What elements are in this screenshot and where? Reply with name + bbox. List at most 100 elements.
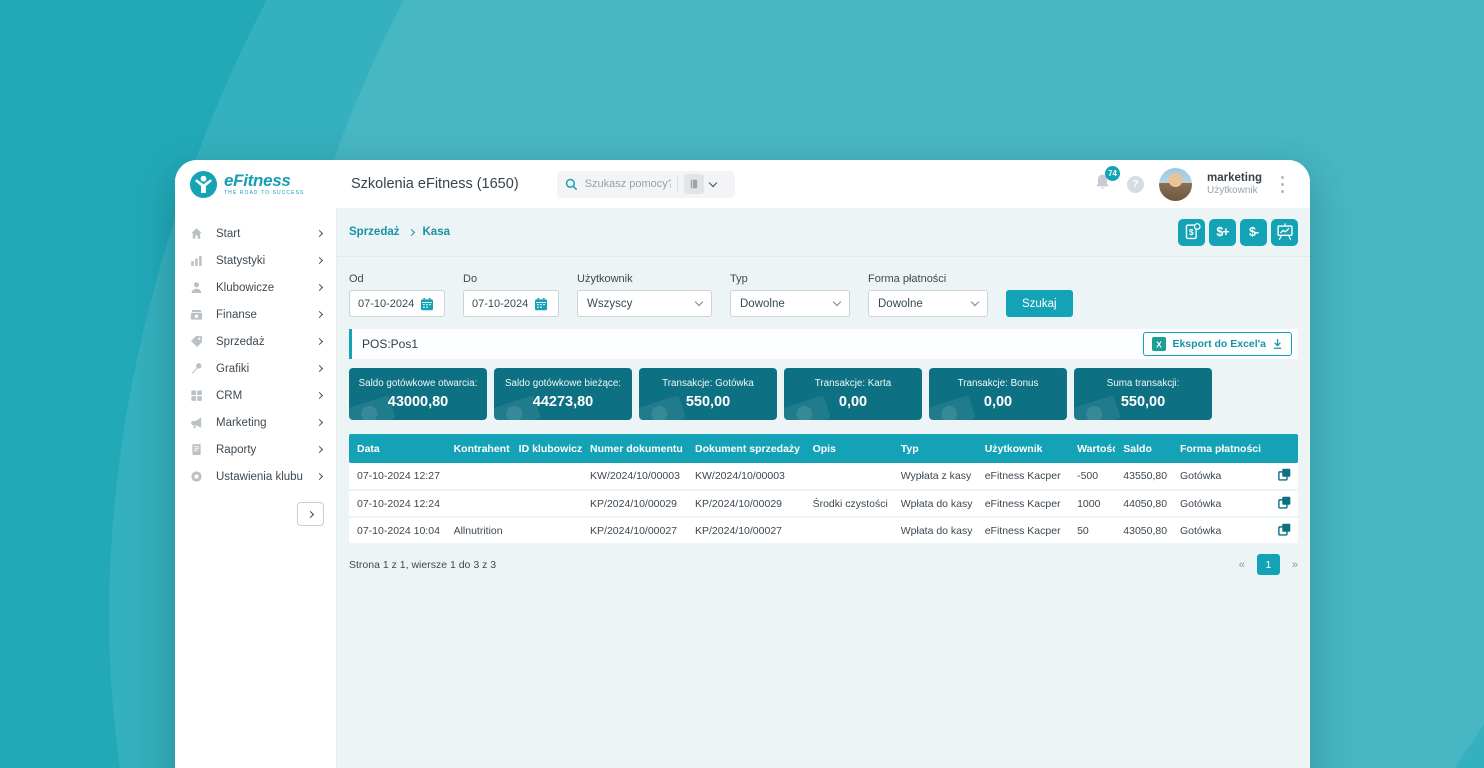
szukaj-button[interactable]: Szukaj [1006,290,1073,317]
sidebar-item-grafiki[interactable]: Grafiki [175,355,336,382]
efitness-logo[interactable]: eFitness THE ROAD TO SUCCESS [175,170,337,199]
cell-kontrahent: Allnutrition [445,517,511,545]
sidebar-item-label: Start [216,227,241,240]
sidebar-item-statystyki[interactable]: Statystyki [175,247,336,274]
prev-page-button[interactable]: « [1238,558,1245,571]
date-to-input[interactable] [472,297,534,310]
export-label: Eksport do Excel'a [1172,338,1266,350]
filter-uzytkownik: Użytkownik Wszyscy [577,273,712,317]
help-button[interactable]: ? [1127,175,1145,193]
help-search[interactable] [556,170,735,198]
summary-cards: Saldo gotówkowe otwarcia: 43000,80 Saldo… [337,359,1310,420]
table-row[interactable]: 07-10-2024 10:04 Allnutrition KP/2024/10… [349,517,1298,545]
cell-wartosc: 50 [1069,517,1116,545]
filters: Od Do [337,257,1310,317]
page-1-button[interactable]: 1 [1256,554,1280,575]
export-excel-button[interactable]: X Eksport do Excel'a [1143,332,1292,356]
col-actions [1268,434,1298,463]
more-menu-icon[interactable] [1277,174,1288,195]
col-dokument-sprzedazy: Dokument sprzedaży [687,434,805,463]
cash-document-icon: $ [1185,223,1201,240]
download-arrow-icon [1273,339,1282,349]
sidebar-item-label: Ustawienia klubu [216,470,303,483]
sidebar-item-start[interactable]: Start [175,220,336,247]
next-page-button[interactable]: » [1291,558,1298,571]
sidebar-item-label: Grafiki [216,362,250,375]
stats-icon [191,256,202,266]
cell-typ: Wpłata do kasy [892,517,977,545]
settings-gear-icon [191,471,202,482]
calendar-icon[interactable] [420,297,434,311]
banknote-icon [1074,396,1121,420]
col-uzytkownik: Użytkownik [976,434,1070,463]
kasa-toolbar: $ $+ $- [1178,218,1298,246]
cell-typ: Wypłata z kasy [892,463,977,491]
notifications-button[interactable]: 74 [1093,166,1121,196]
forma-platnosci-select[interactable]: Dowolne [868,290,988,317]
date-from-field[interactable] [349,290,445,317]
card-label: Saldo gotówkowe otwarcia: [358,378,478,389]
table-footer: Strona 1 z 1, wiersze 1 do 3 z 3 « 1 » [337,545,1310,575]
card-value: 43000,80 [387,394,449,410]
cell-wartosc: 1000 [1069,490,1116,518]
col-saldo: Saldo [1115,434,1172,463]
chevron-right-icon [315,283,324,292]
cash-out-button[interactable]: $- [1240,218,1267,246]
search-input[interactable] [584,178,671,190]
breadcrumb-sprzedaz[interactable]: Sprzedaż [349,226,400,238]
cell-saldo: 43550,80 [1115,463,1172,491]
sidebar-item-raporty[interactable]: Raporty [175,436,336,463]
user-menu[interactable]: marketing Użytkownik [1207,171,1262,198]
sidebar-item-ustawienia-klubu[interactable]: Ustawienia klubu [175,463,336,490]
chevron-down-icon[interactable] [708,178,717,187]
cash-document-button[interactable]: $ [1178,218,1205,246]
typ-select[interactable]: Dowolne [730,290,850,317]
cell-numer-dokumentu: KP/2024/10/00029 [582,490,687,518]
report-board-button[interactable] [1271,218,1298,246]
card-value: 0,00 [838,394,868,410]
copy-document-icon[interactable] [1277,522,1292,537]
handbook-chip[interactable] [683,174,704,194]
cell-actions [1268,463,1298,491]
card-label: Transakcje: Gotówka [662,378,754,389]
sidebar-item-klubowicze[interactable]: Klubowicze [175,274,336,301]
breadcrumb-kasa[interactable]: Kasa [422,226,451,238]
cell-wartosc: -500 [1069,463,1116,491]
avatar[interactable] [1159,167,1193,201]
calendar-icon[interactable] [534,297,548,311]
cell-dokument-sprzedazy: KW/2024/10/00003 [687,463,805,491]
filter-forma-platnosci: Forma płatności Dowolne [868,273,988,317]
breadcrumb-row: Sprzedaż Kasa $ $+ [337,208,1310,257]
chevron-right-icon [315,391,324,400]
chevron-right-icon [306,510,315,518]
date-to-field[interactable] [463,290,559,317]
excel-icon: X [1152,337,1167,351]
sidebar-item-finanse[interactable]: Finanse [175,301,336,328]
megaphone-icon [191,417,202,429]
date-from-input[interactable] [358,297,420,310]
cell-opis: Środki czystości [804,490,893,518]
sidebar-expand-button[interactable] [297,502,324,526]
uzytkownik-select[interactable]: Wszyscy [577,290,712,317]
sidebar-item-marketing[interactable]: Marketing [175,409,336,436]
card-value: 550,00 [1120,394,1166,410]
copy-document-icon[interactable] [1277,467,1292,482]
table-row[interactable]: 07-10-2024 12:24 KP/2024/10/00029 KP/202… [349,490,1298,518]
banknote-icon [349,396,396,420]
sidebar-item-sprzedaz[interactable]: Sprzedaż [175,328,336,355]
schedule-pin-icon [191,363,202,374]
efitness-logo-icon [189,170,218,198]
table-row[interactable]: 07-10-2024 12:27 KW/2024/10/00003 KW/202… [349,463,1298,491]
banknote-icon [639,396,686,420]
svg-text:$: $ [1188,227,1193,237]
pagination: « 1 » [1239,554,1298,575]
copy-document-icon[interactable] [1277,495,1292,510]
sidebar-item-crm[interactable]: CRM [175,382,336,409]
cell-numer-dokumentu: KW/2024/10/00003 [582,463,687,491]
card-saldo-otwarcia: Saldo gotówkowe otwarcia: 43000,80 [349,368,487,420]
chevron-right-icon [315,472,324,481]
chevron-right-icon [315,445,324,454]
card-value: 44273,80 [532,394,594,410]
cell-id-klubowicza [510,517,583,545]
cash-in-button[interactable]: $+ [1209,218,1236,246]
